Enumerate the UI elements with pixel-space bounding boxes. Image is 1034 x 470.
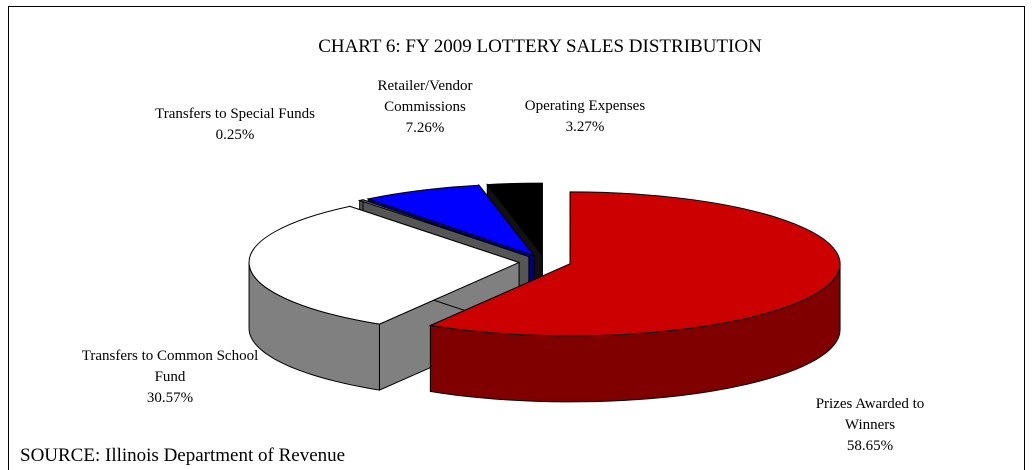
value-label: 30.57%: [146, 390, 194, 406]
slice: [248, 205, 521, 325]
slice-label: Retailer/Vendor Commissions 7.26%: [345, 76, 505, 139]
category-label: Transfers to Common School Fund: [81, 348, 259, 385]
value-label: 7.26%: [405, 120, 445, 136]
slice-label: Prizes Awarded to Winners 58.65%: [800, 394, 940, 457]
category-label: Transfers to Special Funds: [155, 106, 315, 122]
slice: [366, 184, 536, 257]
slice-label: Operating Expenses 3.27%: [505, 96, 665, 138]
category-label: Retailer/Vendor Commissions: [377, 78, 473, 115]
category-label: Prizes Awarded to Winners: [815, 396, 925, 433]
value-label: 3.27%: [565, 119, 605, 135]
slice-label: Transfers to Special Funds 0.25%: [150, 104, 320, 146]
frame: [8, 6, 1025, 470]
value-label: 0.25%: [215, 127, 255, 143]
slice: [428, 191, 841, 337]
slice: [357, 199, 530, 258]
source: SOURCE: Illinois Department of Revenue: [20, 445, 346, 466]
slice: [486, 182, 543, 257]
value-label: 58.65%: [846, 438, 894, 454]
chart-title: CHART 6: FY 2009 LOTTERY SALES DISTRIBUT…: [318, 36, 762, 57]
slice-label: Transfers to Common School Fund 30.57%: [80, 346, 260, 409]
category-label: Operating Expenses: [524, 98, 646, 114]
